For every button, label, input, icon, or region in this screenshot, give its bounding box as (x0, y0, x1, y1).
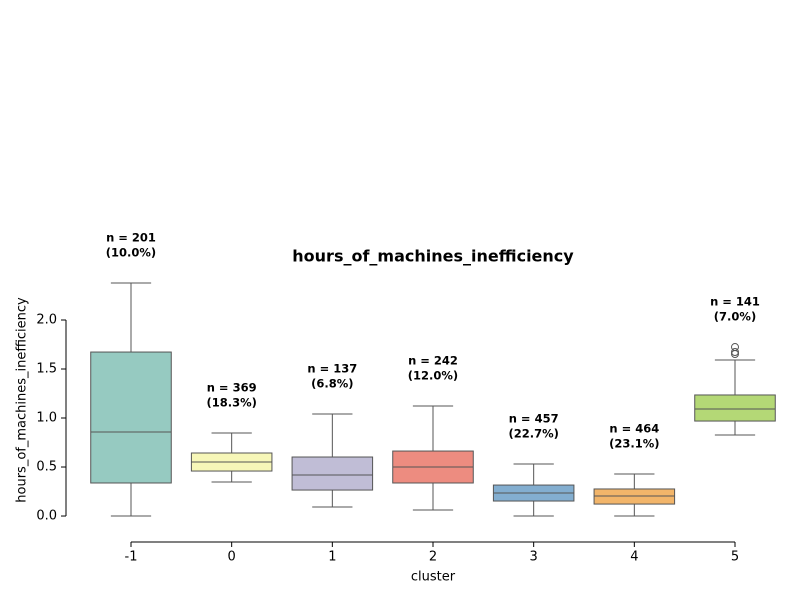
box (291, 456, 374, 491)
chart-title: hours_of_machines_inefficiency (292, 247, 574, 266)
count-label: n = 369 (207, 381, 257, 395)
x-tick-label: -1 (125, 550, 138, 565)
box (90, 351, 172, 484)
count-label: (12.0%) (408, 369, 458, 383)
count-label: (7.0%) (714, 310, 756, 324)
count-label: n = 242 (408, 354, 458, 368)
count-label: (23.1%) (609, 436, 659, 450)
x-tick-label: 0 (228, 550, 236, 565)
count-label: (6.8%) (311, 376, 353, 390)
y-tick-label: 1.5 (36, 361, 57, 376)
x-tick-label: 3 (530, 550, 538, 565)
outlier (731, 348, 739, 357)
count-label: (10.0%) (106, 245, 156, 259)
y-axis-label: hours_of_machines_inefficiency (15, 297, 30, 503)
count-label: n = 464 (609, 421, 659, 435)
x-tick-label: 4 (630, 550, 638, 565)
x-tick-label: 1 (328, 550, 336, 565)
count-label: n = 457 (509, 411, 559, 425)
x-tick-label: 2 (429, 550, 437, 565)
y-tick-label: 0.5 (36, 460, 57, 475)
outlier (731, 343, 739, 352)
box (694, 394, 776, 422)
x-axis-label: cluster (411, 570, 456, 585)
count-label: n = 141 (710, 295, 760, 309)
count-label: (18.3%) (206, 396, 256, 410)
y-tick-label: 2.0 (36, 312, 57, 327)
count-label: n = 201 (106, 230, 156, 244)
y-tick-label: 1.0 (36, 411, 57, 426)
y-tick-label: 0.0 (36, 509, 57, 524)
count-label: (22.7%) (508, 426, 558, 440)
x-tick-label: 5 (731, 550, 739, 565)
count-label: n = 137 (307, 361, 357, 375)
